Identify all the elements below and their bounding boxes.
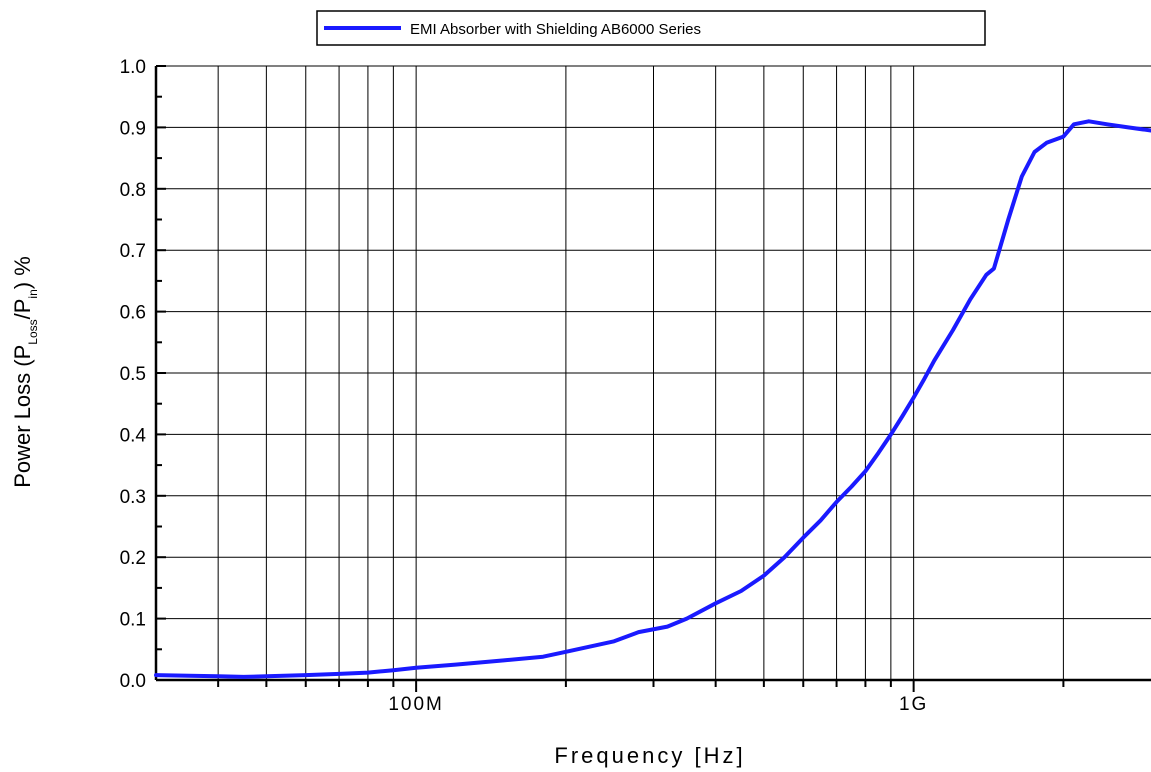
legend: EMI Absorber with Shielding AB6000 Serie… [316,10,986,46]
y-axis-title-mid: /P [10,299,35,320]
series-line [154,119,1151,679]
y-axis-title-pre: Power Loss (P [10,345,35,488]
x-axis-title: Frequency [Hz] [554,743,745,768]
y-tick-label: 0.7 [120,241,146,262]
legend-box [316,10,986,46]
y-axis-title: Power Loss (PLoss/Pin) % [10,256,40,488]
y-tick-label: 0.9 [120,118,146,139]
grid [156,65,1151,680]
y-tick-label: 0.4 [120,425,147,446]
y-axis-title-sub1: Loss [26,319,40,344]
y-tick-label: 1.0 [120,57,146,78]
legend-label: EMI Absorber with Shielding AB6000 Serie… [410,21,701,38]
y-axis-title-post: ) % [10,256,35,289]
y-tick-label: 0.6 [120,303,146,324]
y-tick-label: 0.1 [120,610,146,631]
x-tick-label: 1G [899,694,928,715]
y-axis-title-sub2: in [26,289,40,298]
y-tick-label: 0.0 [120,671,146,692]
y-tick-label: 0.2 [120,548,146,569]
y-tick-label: 0.5 [120,364,146,385]
series-layer [154,119,1151,679]
axes: 0.0 0.1 0.2 0.3 0.4 0.5 0.6 0.7 0.8 0.9 1.0 100M 1G [120,57,1151,715]
y-tick-label: 0.3 [120,487,146,508]
y-tick-label: 0.8 [120,180,146,201]
x-tick-label: 100M [388,694,444,715]
